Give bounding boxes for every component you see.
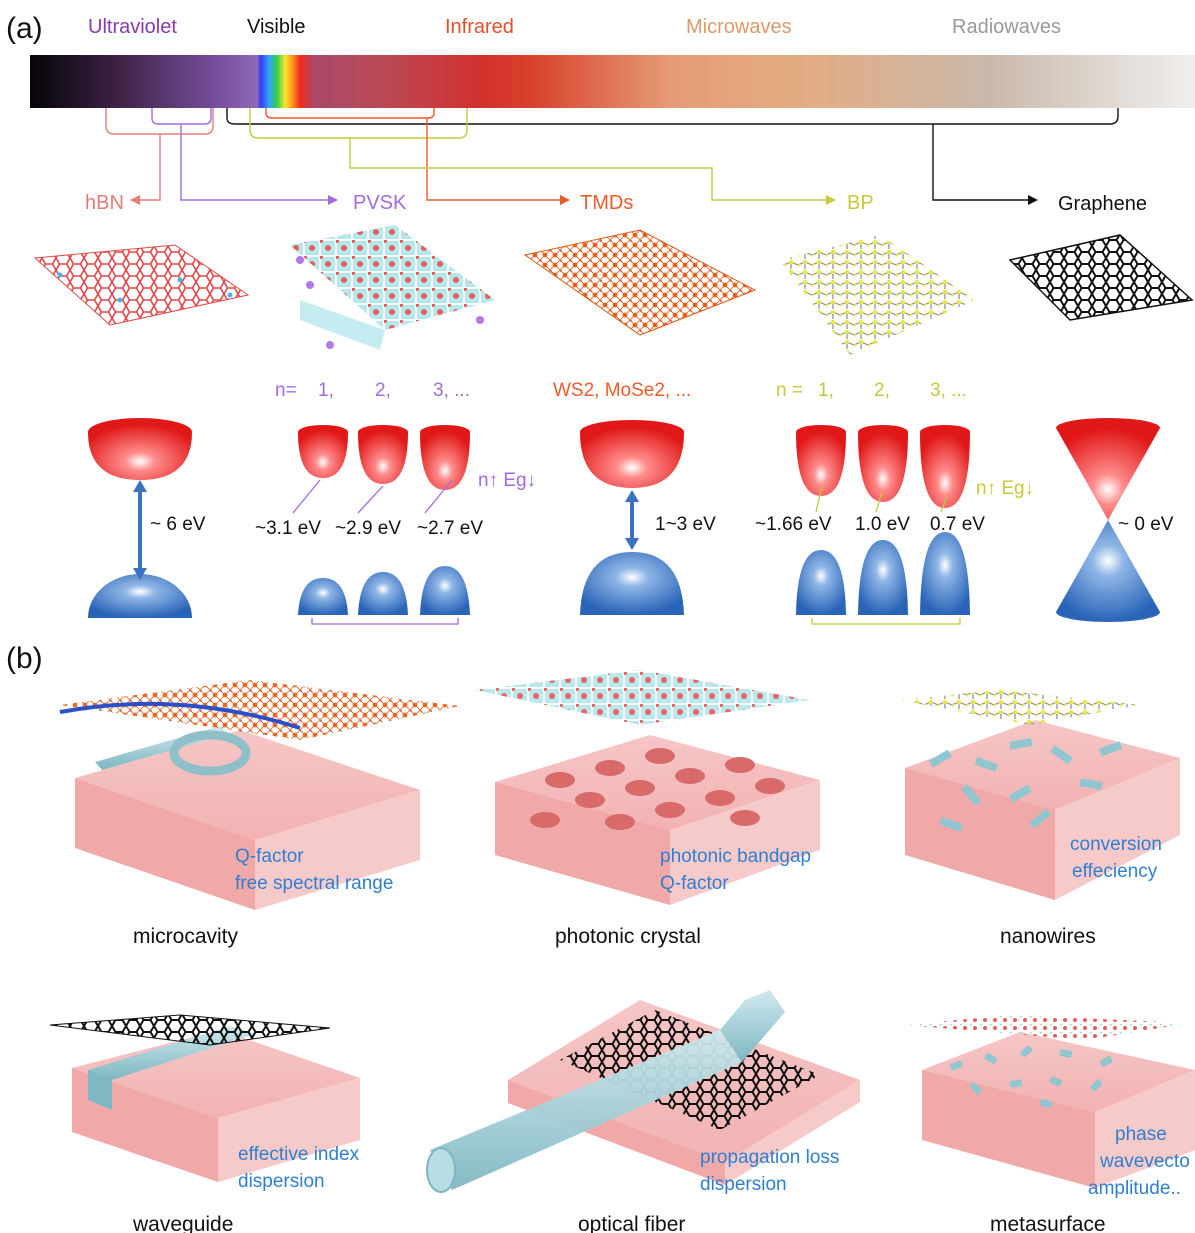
metasurface-prop-1: phase bbox=[1115, 1124, 1167, 1145]
nanowires-prop-2: effeciency bbox=[1072, 861, 1158, 882]
microwaves-label: Microwaves bbox=[686, 16, 792, 38]
tmds-label: TMDs bbox=[580, 192, 633, 214]
bp-bandgap-2: 1.0 eV bbox=[855, 514, 910, 535]
pvsk-n1: 1, bbox=[318, 380, 334, 401]
hbn-lattice bbox=[33, 244, 250, 326]
microcavity-prop-2: free spectral range bbox=[235, 873, 393, 894]
panel-b-label: (b) bbox=[6, 642, 43, 675]
spectrum-bar bbox=[30, 55, 1195, 108]
waveguide-prop-2: dispersion bbox=[238, 1171, 325, 1192]
optical-fiber-prop-2: dispersion bbox=[700, 1174, 787, 1195]
pvsk-n-prefix: n= bbox=[275, 380, 297, 401]
pvsk-n3: 3, ... bbox=[433, 380, 470, 401]
pvsk-trend-label: n↑ Eg↓ bbox=[478, 470, 536, 491]
photonic-crystal-props: photonic bandgap Q-factor bbox=[660, 846, 811, 894]
infrared-label: Infrared bbox=[445, 16, 514, 38]
optical-fiber-props: propagation loss dispersion bbox=[700, 1147, 839, 1195]
microcavity-label: microcavity bbox=[133, 925, 239, 948]
graphene-bandgap: ~ 0 eV bbox=[1118, 514, 1174, 535]
hbn-bandgap: ~ 6 eV bbox=[150, 514, 206, 535]
bp-n2: 2, bbox=[874, 380, 890, 401]
optical-fiber-illustration bbox=[426, 990, 860, 1193]
metasurface-name: metasurface bbox=[990, 1213, 1106, 1233]
metasurface-illustration bbox=[905, 1015, 1195, 1188]
tmds-lattice bbox=[523, 229, 757, 336]
graphene-label: Graphene bbox=[1058, 193, 1147, 215]
ultraviolet-label: Ultraviolet bbox=[88, 16, 177, 38]
waveguide-illustration bbox=[49, 1014, 360, 1182]
bp-bandgap-3: 0.7 eV bbox=[930, 514, 985, 535]
bp-n-row: n = 1, 2, 3, ... bbox=[776, 380, 967, 401]
panel-a-label: (a) bbox=[6, 12, 43, 45]
microcavity-props: Q-factor free spectral range bbox=[235, 846, 393, 894]
metasurface-prop-2: wavevecto bbox=[1099, 1151, 1190, 1172]
bp-bandgap-row: ~1.66 eV 1.0 eV 0.7 eV bbox=[755, 514, 985, 535]
nanowires-props: conversion effeciency bbox=[1070, 834, 1162, 882]
range-brackets bbox=[105, 108, 1119, 201]
tmds-bands bbox=[580, 420, 684, 615]
bp-bandgap-1: ~1.66 eV bbox=[755, 514, 832, 535]
waveguide-props: effective index dispersion bbox=[238, 1144, 360, 1192]
waveguide-name: waveguide bbox=[132, 1213, 233, 1233]
optical-fiber-name: optical fiber bbox=[578, 1213, 685, 1233]
bp-label: BP bbox=[847, 192, 874, 214]
tmds-bandgap: 1~3 eV bbox=[655, 514, 716, 535]
bp-n-prefix: n = bbox=[776, 380, 803, 401]
nanowires-prop-1: conversion bbox=[1070, 834, 1162, 855]
metasurface-prop-3: amplitude.. bbox=[1088, 1178, 1181, 1199]
microcavity-prop-1: Q-factor bbox=[235, 846, 304, 867]
photonic-crystal-illustration bbox=[475, 670, 820, 905]
pvsk-bandgap-row: ~3.1 eV ~2.9 eV ~2.7 eV bbox=[255, 518, 483, 539]
radiowaves-label: Radiowaves bbox=[952, 16, 1061, 38]
waveguide-prop-1: effective index bbox=[238, 1144, 360, 1165]
connector-arrowheads bbox=[130, 195, 1038, 205]
hbn-label: hBN bbox=[85, 192, 124, 214]
bp-n3: 3, ... bbox=[930, 380, 967, 401]
tmds-examples: WS2, MoSe2, ... bbox=[553, 380, 691, 401]
photonic-crystal-label: photonic crystal bbox=[555, 925, 701, 948]
pvsk-bandgap-3: ~2.7 eV bbox=[417, 518, 483, 539]
microcavity-illustration bbox=[59, 680, 460, 910]
bp-n1: 1, bbox=[818, 380, 834, 401]
bp-bands bbox=[796, 425, 970, 625]
bp-lattice bbox=[780, 235, 975, 355]
optical-fiber-prop-1: propagation loss bbox=[700, 1147, 839, 1168]
bp-trend-label: n↑ Eg↓ bbox=[976, 478, 1034, 499]
pvsk-label: PVSK bbox=[353, 192, 407, 214]
hbn-bands bbox=[88, 418, 192, 618]
graphene-bands bbox=[1056, 418, 1160, 622]
pvsk-bandgap-1: ~3.1 eV bbox=[255, 518, 321, 539]
visible-label: Visible bbox=[247, 16, 306, 38]
photonic-crystal-prop-2: Q-factor bbox=[660, 873, 729, 894]
pvsk-bandgap-2: ~2.9 eV bbox=[335, 518, 401, 539]
nanowires-illustration bbox=[900, 690, 1180, 900]
graphene-lattice bbox=[1008, 234, 1194, 321]
pvsk-n2: 2, bbox=[375, 380, 391, 401]
metasurface-props: phase wavevecto amplitude.. bbox=[1088, 1124, 1190, 1199]
pvsk-n-row: n= 1, 2, 3, ... bbox=[275, 380, 470, 401]
nanowires-label: nanowires bbox=[1000, 925, 1096, 948]
photonic-crystal-prop-1: photonic bandgap bbox=[660, 846, 811, 867]
pvsk-bands bbox=[292, 425, 470, 625]
pvsk-lattice bbox=[290, 225, 495, 350]
